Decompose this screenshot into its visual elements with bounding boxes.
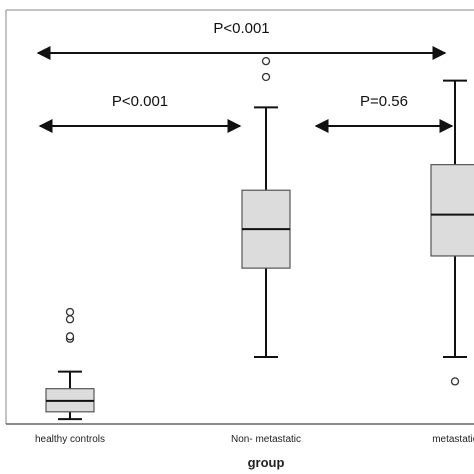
x-axis-label: group xyxy=(248,455,285,470)
iqr-box xyxy=(430,164,474,257)
box-group-2 xyxy=(430,79,474,386)
outlier-point xyxy=(65,307,75,317)
x-tick-label: metastatic xyxy=(432,434,474,445)
outlier-point xyxy=(450,377,460,386)
box-group-0 xyxy=(45,307,95,421)
outlier-point xyxy=(261,72,271,82)
x-tick-label: Non- metastatic xyxy=(231,434,301,445)
outlier-point xyxy=(65,332,75,341)
significance-label: P<0.001 xyxy=(112,93,168,110)
outlier-point xyxy=(65,315,75,324)
outlier-point xyxy=(261,56,271,66)
significance-label: P=0.56 xyxy=(360,93,408,110)
x-tick-label: healthy controls xyxy=(35,434,105,445)
significance-label: P<0.001 xyxy=(213,20,269,37)
